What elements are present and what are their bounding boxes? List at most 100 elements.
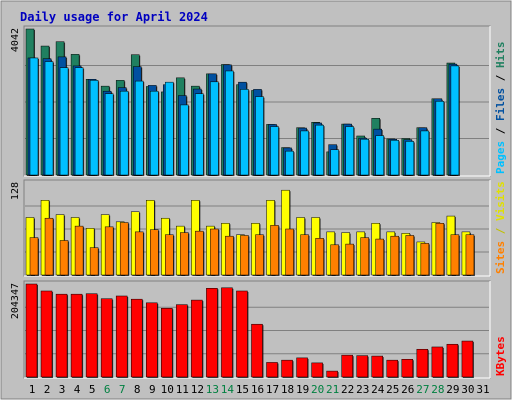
bar-kbytes [176, 304, 188, 378]
bar-sites [315, 238, 324, 276]
x-tick-label: 7 [119, 383, 126, 396]
bar-kbytes [161, 308, 173, 378]
x-tick-label: 15 [236, 383, 249, 396]
bar-kbytes [85, 293, 98, 378]
x-tick-label: 11 [176, 383, 189, 396]
bar-pages [300, 130, 309, 176]
x-tick-label: 23 [356, 383, 369, 396]
bar-sites [134, 231, 144, 276]
bar-sites [345, 243, 354, 276]
legend-entry: Sites [494, 241, 507, 274]
legend-entry: / [494, 221, 507, 241]
bar-pages [345, 126, 354, 176]
x-tick-label: 8 [134, 383, 141, 396]
bar-sites [89, 247, 99, 276]
bar-pages [420, 130, 430, 176]
bar-sites [435, 223, 445, 276]
bar-pages [210, 81, 219, 176]
legend-entry: Hits [494, 42, 507, 69]
x-tick-label: 12 [191, 383, 204, 396]
bar-kbytes [100, 298, 113, 378]
bar-pages [74, 67, 84, 176]
bar-pages [150, 90, 159, 176]
x-tick-label: 31 [476, 383, 489, 396]
bar-pages [255, 96, 264, 176]
bar-sites [150, 229, 159, 276]
x-tick-label: 20 [311, 383, 324, 396]
bar-kbytes [251, 323, 263, 378]
x-tick-label: 4 [74, 383, 81, 396]
bar-sites [285, 228, 294, 276]
bar-kbytes [416, 348, 429, 378]
bar-kbytes [281, 359, 293, 378]
x-tick-label: 26 [401, 383, 414, 396]
bar-kbytes [371, 355, 383, 378]
bar-sites [405, 235, 415, 276]
bar-sites [465, 234, 475, 276]
bar-sites [210, 228, 219, 276]
bar-sites [59, 240, 69, 276]
x-tick-label: 18 [281, 383, 294, 396]
bar-kbytes [296, 357, 308, 378]
x-tick-label: 3 [59, 383, 66, 396]
bar-pages [270, 126, 279, 176]
bar-kbytes [221, 287, 233, 378]
bar-kbytes [341, 354, 353, 378]
x-tick-label: 10 [161, 383, 174, 396]
x-tick-label: 2 [44, 383, 51, 396]
bar-sites [360, 237, 369, 276]
bar-kbytes [206, 288, 218, 378]
bar-pages [330, 149, 339, 176]
bar-kbytes [446, 343, 459, 378]
panel-legend: KBytes [494, 336, 507, 376]
bar-sites [195, 230, 204, 276]
bar-kbytes [311, 362, 323, 378]
bar-sites [104, 226, 114, 276]
bar-pages [134, 80, 144, 176]
bar-pages [59, 67, 69, 176]
legend-entry: Files [494, 88, 507, 121]
x-tick-label: 21 [326, 383, 339, 396]
x-tick-label: 13 [206, 383, 219, 396]
bar-sites [270, 225, 279, 276]
bar-pages [89, 80, 99, 176]
bar-kbytes [146, 302, 158, 378]
chart-panels: 4042 Pages / Files / Hits 128 Sites / Visit… [10, 25, 507, 379]
x-tick-label: 9 [149, 383, 156, 396]
bar-pages [104, 93, 114, 176]
legend-entry: Pages [494, 141, 507, 174]
bar-pages [315, 124, 324, 176]
bar-pages [29, 57, 39, 176]
bar-pages [390, 140, 400, 176]
bar-sites [240, 235, 249, 276]
bar-kbytes [115, 295, 128, 378]
bar-kbytes [236, 290, 248, 378]
x-tick-label: 16 [251, 383, 264, 396]
bar-pages [119, 90, 129, 176]
x-tick-label: 24 [371, 383, 385, 396]
bar-sites [300, 234, 309, 276]
x-tick-label: 1 [29, 383, 36, 396]
panel-max-label: 128 [10, 182, 21, 200]
x-tick-label: 19 [296, 383, 309, 396]
bar-kbytes [55, 293, 68, 378]
bar-kbytes [386, 359, 399, 378]
panel-middle: 128 Sites / Visits [10, 179, 507, 277]
chart-title: Daily usage for April 2024 [20, 10, 208, 24]
bar-kbytes [401, 359, 414, 378]
x-tick-label: 30 [461, 383, 474, 396]
bar-kbytes [266, 362, 278, 378]
bar-pages [225, 70, 234, 176]
panel-bottom: 204347 KBytes [10, 280, 507, 379]
bar-sites [390, 235, 400, 276]
x-tick-label: 22 [341, 383, 354, 396]
bar-pages [285, 150, 294, 176]
legend-entry: Visits [494, 181, 507, 221]
bar-sites [420, 243, 430, 276]
x-tick-label: 29 [446, 383, 459, 396]
x-tick-label: 25 [386, 383, 399, 396]
x-tick-label: 5 [89, 383, 96, 396]
bar-kbytes [431, 346, 444, 378]
bar-pages [44, 61, 54, 176]
